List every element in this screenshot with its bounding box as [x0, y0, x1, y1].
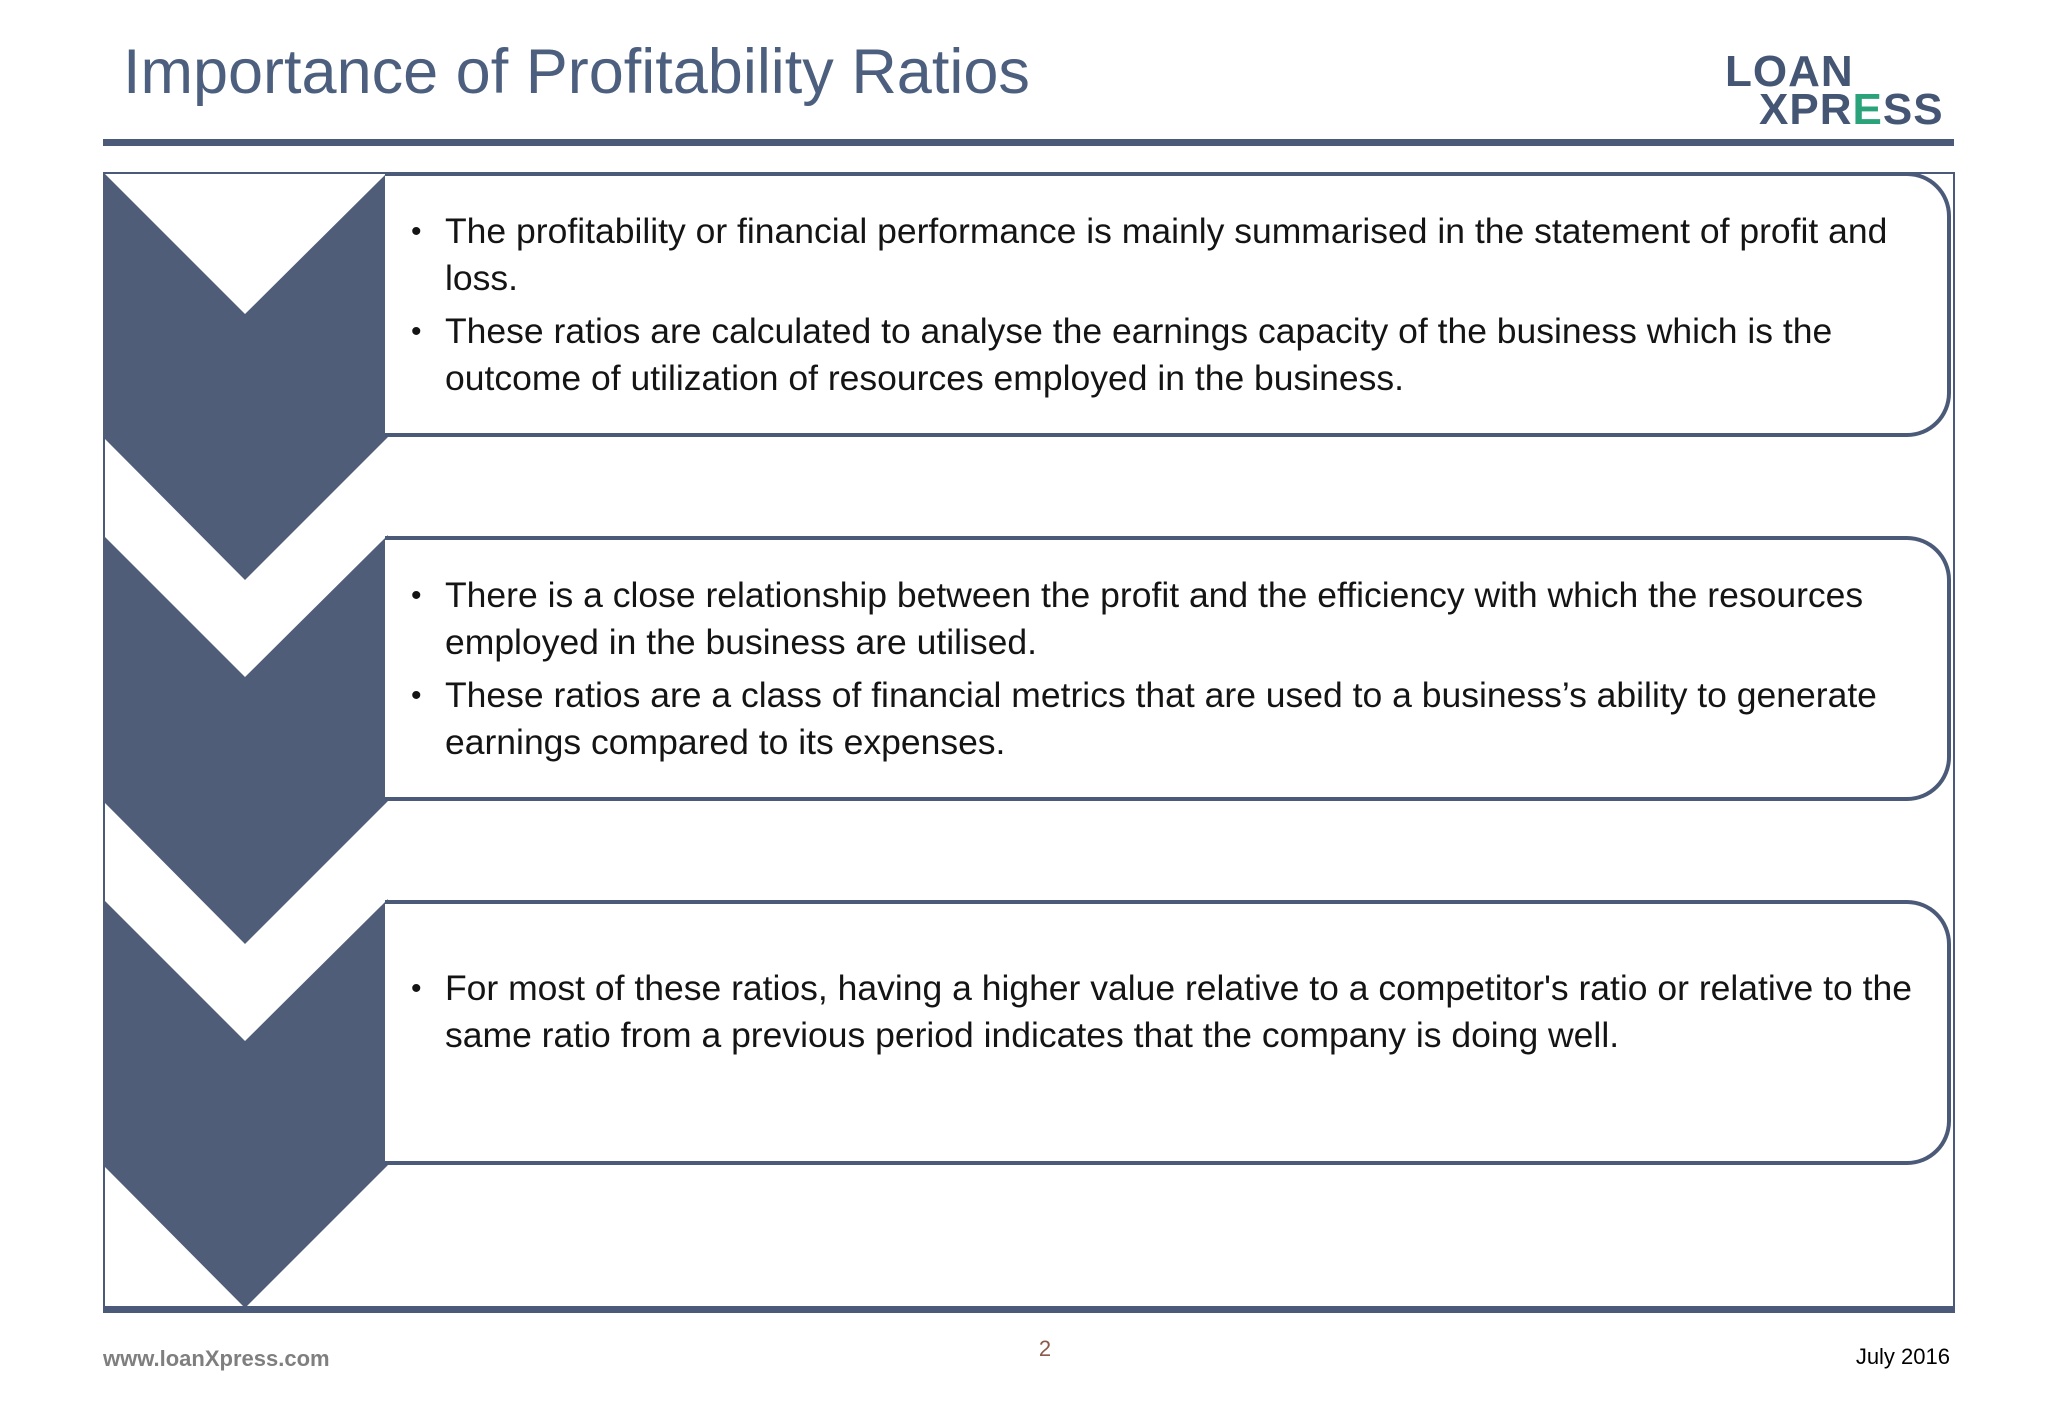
chevron-2 [103, 535, 388, 944]
content-box-2: • There is a close relationship between t… [385, 536, 1951, 801]
loanxpress-logo: LOAN XPRESS [1725, 50, 1950, 132]
logo-line-1: LOAN [1725, 47, 1854, 96]
title-divider [103, 139, 1954, 146]
list-item: • For most of these ratios, having a high… [411, 968, 1912, 1055]
content-box-3: • For most of these ratios, having a high… [385, 900, 1951, 1165]
chevron-1 [103, 172, 388, 580]
footer-date: July 2016 [1855, 1344, 1950, 1369]
list-item: • These ratios are calculated to analyse … [411, 311, 1833, 398]
logo-line-2: XPRESS [1759, 85, 1944, 134]
chevron-3 [103, 899, 388, 1308]
bottom-divider [103, 1306, 1954, 1313]
list-item: • There is a close relationship between t… [411, 575, 1864, 662]
list-item: • The profitability or financial performa… [411, 211, 1888, 298]
footer-website: www.loanXpress.com [103, 1346, 330, 1371]
content-box-1: • The profitability or financial performa… [385, 172, 1951, 437]
page-number: 2 [1038, 1336, 1052, 1361]
slide-title: Importance of Profitability Ratios [123, 37, 1030, 107]
list-item: • These ratios are a class of financial m… [411, 675, 1877, 762]
